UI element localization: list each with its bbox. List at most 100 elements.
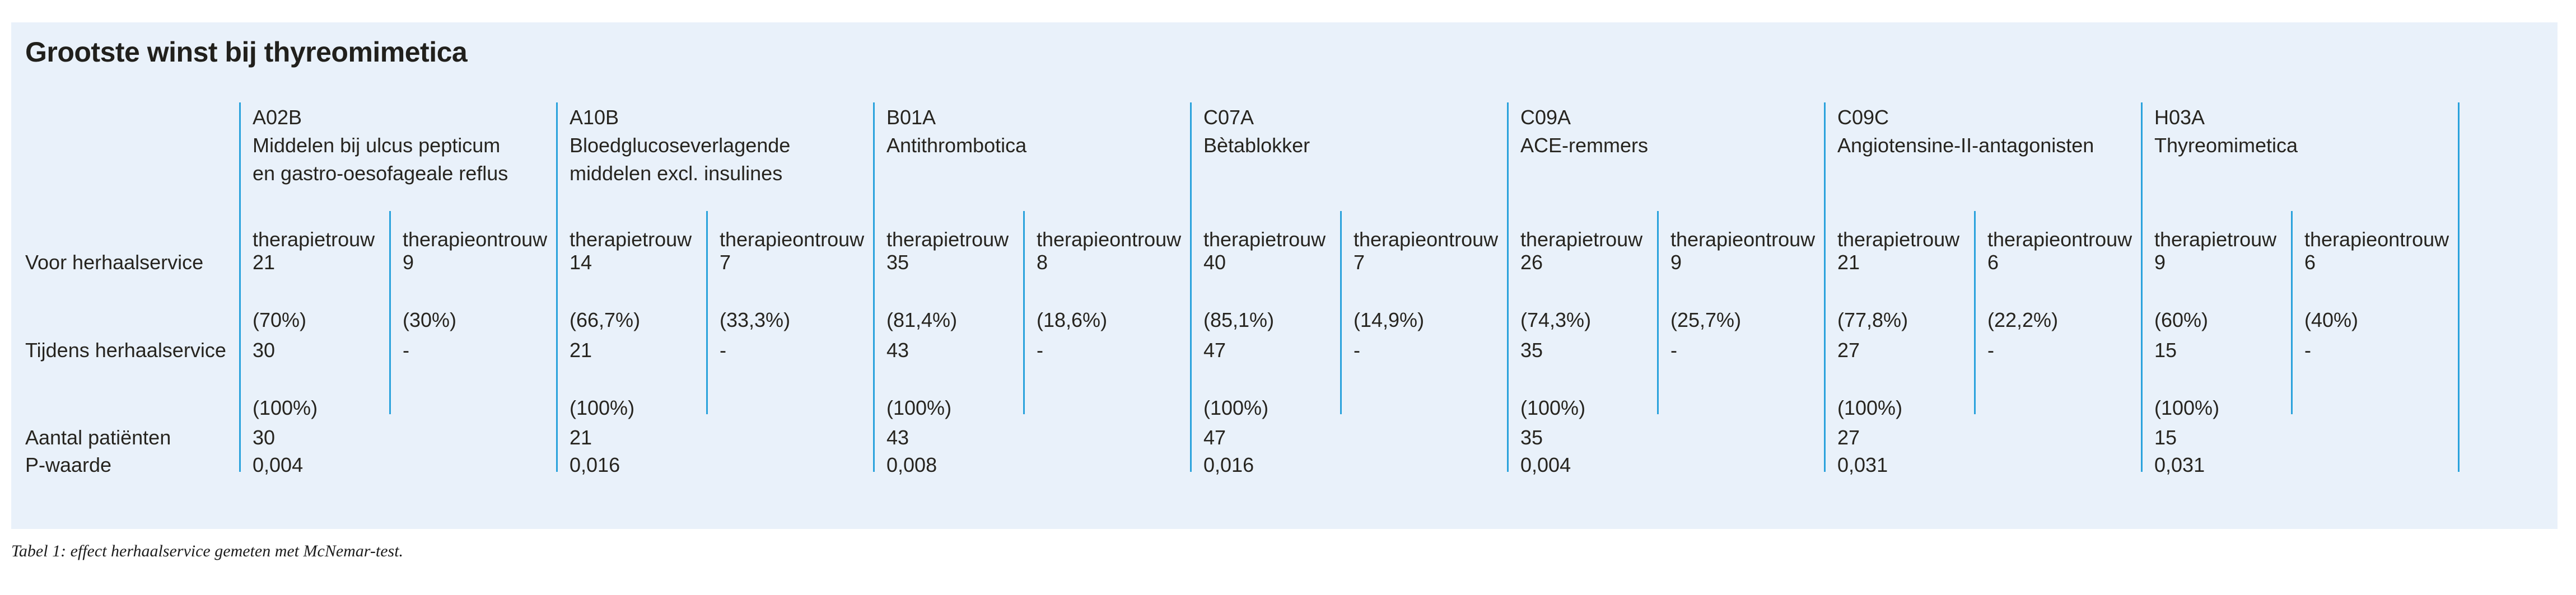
value-tijdens-pct-trouw: (100%) [1203,396,1269,419]
subheader-therapieontrouw: therapieontrouw [1354,228,1499,251]
value-aantal-patienten: 15 [2154,426,2177,449]
atc-group-c07a: C07A Bètablokker therapietrouw therapieo… [1190,22,1507,529]
atc-description: Thyreomimetica [2154,134,2298,157]
table-caption: Tabel 1: effect herhaalservice gemeten m… [11,542,404,560]
value-p-waarde: 0,031 [2154,453,2205,476]
column-divider [1824,102,1826,472]
value-voor-ontrouw: 6 [2304,251,2316,274]
value-voor-pct-ontrouw: (14,9%) [1354,308,1425,331]
value-voor-pct-ontrouw: (22,2%) [1987,308,2059,331]
value-voor-pct-ontrouw: (18,6%) [1037,308,1108,331]
value-voor-pct-trouw: (81,4%) [886,308,958,331]
value-tijdens-pct-trouw: (100%) [1837,396,1903,419]
value-tijdens-ontrouw: - [2304,339,2311,362]
atc-group-b01a: B01A Antithrombotica therapietrouw thera… [873,22,1190,529]
value-voor-pct-ontrouw: (40%) [2304,308,2359,331]
row-label-aantal-patienten: Aantal patiënten [25,426,171,449]
value-tijdens-ontrouw: - [403,339,409,362]
value-aantal-patienten: 21 [570,426,592,449]
subcolumn-divider [1974,211,1976,414]
value-voor-pct-ontrouw: (30%) [403,308,457,331]
subheader-therapietrouw: therapietrouw [886,228,1009,251]
subcolumn-divider [389,211,391,414]
value-aantal-patienten: 27 [1837,426,1860,449]
value-aantal-patienten: 30 [253,426,276,449]
subheader-therapietrouw: therapietrouw [1520,228,1643,251]
atc-code: C09A [1520,106,1571,129]
atc-description: Bloedglucoseverlagende [570,134,791,157]
value-voor-ontrouw: 9 [403,251,414,274]
value-p-waarde: 0,016 [1203,453,1254,476]
subheader-therapieontrouw: therapieontrouw [720,228,865,251]
atc-code: B01A [886,106,936,129]
column-divider [556,102,558,472]
subheader-therapietrouw: therapietrouw [2154,228,2277,251]
atc-group-h03a: H03A Thyreomimetica therapietrouw therap… [2141,22,2458,529]
value-voor-trouw: 9 [2154,251,2166,274]
value-voor-pct-trouw: (60%) [2154,308,2209,331]
value-voor-ontrouw: 7 [720,251,731,274]
value-tijdens-ontrouw: - [720,339,726,362]
value-voor-trouw: 40 [1203,251,1226,274]
value-voor-pct-trouw: (66,7%) [570,308,641,331]
atc-code: C09C [1837,106,1889,129]
value-voor-trouw: 35 [886,251,909,274]
subheader-therapietrouw: therapietrouw [1837,228,1960,251]
value-tijdens-pct-trouw: (100%) [570,396,635,419]
subheader-therapieontrouw: therapieontrouw [1670,228,1816,251]
value-voor-pct-ontrouw: (33,3%) [720,308,791,331]
atc-description: ACE-remmers [1520,134,1649,157]
subheader-therapieontrouw: therapieontrouw [403,228,548,251]
value-tijdens-trouw: 43 [886,339,909,362]
row-label-tijdens-herhaalservice: Tijdens herhaalservice [25,339,226,362]
value-voor-pct-trouw: (74,3%) [1520,308,1592,331]
value-tijdens-pct-trouw: (100%) [1520,396,1586,419]
atc-code: A02B [253,106,302,129]
value-voor-trouw: 14 [570,251,592,274]
value-tijdens-trouw: 30 [253,339,276,362]
value-tijdens-ontrouw: - [1987,339,1994,362]
column-divider [2141,102,2143,472]
subheader-therapietrouw: therapietrouw [570,228,692,251]
column-divider [873,102,875,472]
atc-description: middelen excl. insulines [570,162,783,185]
atc-description: Middelen bij ulcus pepticum [253,134,501,157]
subheader-therapieontrouw: therapieontrouw [1987,228,2132,251]
value-tijdens-trouw: 47 [1203,339,1226,362]
subcolumn-divider [1657,211,1659,414]
value-p-waarde: 0,031 [1837,453,1888,476]
subheader-therapieontrouw: therapieontrouw [2304,228,2449,251]
column-divider [239,102,241,472]
subcolumn-divider [2291,211,2293,414]
value-tijdens-trouw: 15 [2154,339,2177,362]
value-tijdens-ontrouw: - [1037,339,1043,362]
atc-description: en gastro-oesofageale reflus [253,162,508,185]
value-voor-pct-trouw: (77,8%) [1837,308,1908,331]
value-tijdens-ontrouw: - [1670,339,1677,362]
value-tijdens-ontrouw: - [1354,339,1360,362]
value-voor-ontrouw: 8 [1037,251,1048,274]
value-voor-ontrouw: 9 [1670,251,1682,274]
row-label-p-waarde: P-waarde [25,453,112,476]
value-voor-pct-trouw: (85,1%) [1203,308,1275,331]
subheader-therapietrouw: therapietrouw [253,228,375,251]
value-voor-ontrouw: 6 [1987,251,1999,274]
atc-description: Antithrombotica [886,134,1027,157]
column-divider [2458,102,2460,472]
atc-group-c09c: C09C Angiotensine-II-antagonisten therap… [1824,22,2141,529]
value-aantal-patienten: 47 [1203,426,1226,449]
atc-group-c09a: C09A ACE-remmers therapietrouw therapieo… [1507,22,1824,529]
table-panel: Grootste winst bij thyreomimetica Voor h… [11,22,2558,529]
subheader-therapieontrouw: therapieontrouw [1037,228,1182,251]
subcolumn-divider [1023,211,1025,414]
atc-description: Angiotensine-II-antagonisten [1837,134,2094,157]
value-p-waarde: 0,004 [1520,453,1571,476]
atc-group-a02b: A02B Middelen bij ulcus pepticum en gast… [239,22,556,529]
value-voor-trouw: 21 [253,251,276,274]
atc-group-a10b: A10B Bloedglucoseverlagende middelen exc… [556,22,873,529]
row-label-voor-herhaalservice: Voor herhaalservice [25,251,204,274]
value-p-waarde: 0,004 [253,453,304,476]
value-voor-pct-ontrouw: (25,7%) [1670,308,1742,331]
value-tijdens-trouw: 35 [1520,339,1543,362]
